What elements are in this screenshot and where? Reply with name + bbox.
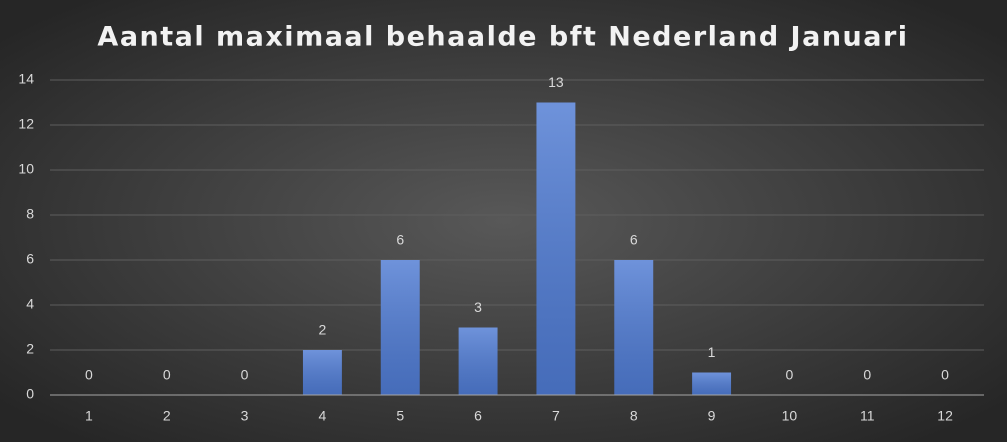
x-tick-label: 12 [937,408,953,424]
bar-shading [614,260,654,395]
bar-shading [380,260,420,395]
x-tick-label: 1 [85,408,93,424]
bar-shading [458,327,498,395]
y-tick-label: 12 [18,116,34,132]
data-label: 6 [630,232,638,248]
bar-shading [302,350,342,395]
y-tick-label: 14 [18,71,34,87]
x-tick-label: 7 [552,408,560,424]
y-tick-label: 4 [26,296,34,312]
x-tick-label: 11 [860,408,875,424]
x-tick-label: 6 [474,408,482,424]
data-label: 0 [863,367,871,383]
bar-shading [536,102,576,395]
data-label: 0 [163,367,171,383]
x-tick-label: 4 [319,408,327,424]
y-tick-label: 0 [26,386,34,402]
data-label: 0 [941,367,949,383]
data-label: 6 [396,232,404,248]
bar-shading [692,372,732,395]
y-tick-label: 6 [26,251,34,267]
chart-title: Aantal maximaal behaalde bft Nederland J… [97,22,908,53]
data-label: 1 [708,344,716,360]
x-tick-label: 3 [241,408,249,424]
x-tick-label: 2 [163,408,171,424]
y-tick-label: 2 [26,341,34,357]
x-tick-label: 9 [708,408,716,424]
data-label: 3 [474,299,482,315]
data-label: 2 [319,322,327,338]
data-label: 0 [241,367,249,383]
x-tick-label: 10 [782,408,798,424]
x-tick-label: 8 [630,408,638,424]
x-tick-label: 5 [396,408,404,424]
data-label: 13 [548,74,564,90]
data-label: 0 [786,367,794,383]
y-tick-label: 8 [26,206,34,222]
y-tick-label: 10 [18,161,34,177]
data-label: 0 [85,367,93,383]
